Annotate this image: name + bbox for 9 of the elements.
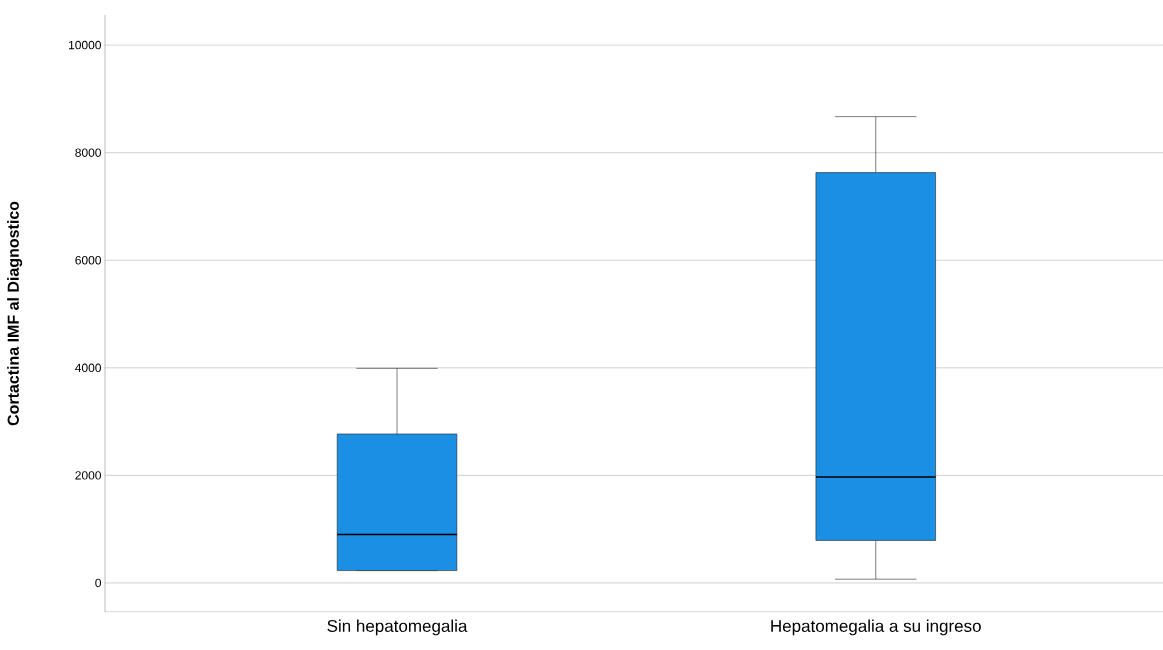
y-tick-label: 4000 bbox=[75, 363, 101, 373]
x-tick-label: Hepatomegalia a su ingreso bbox=[771, 619, 981, 636]
y-tick-label: 6000 bbox=[75, 256, 101, 265]
y-tick-label: 0 bbox=[95, 578, 102, 588]
y-tick-label: 2000 bbox=[75, 471, 101, 480]
x-tick-label: Sin hepatomegalia bbox=[327, 619, 468, 636]
y-axis-title: Cortactina IMF al Diagnostico bbox=[7, 201, 23, 426]
y-tick-label: 10000 bbox=[69, 40, 101, 50]
y-tick-label: 8000 bbox=[75, 148, 101, 157]
